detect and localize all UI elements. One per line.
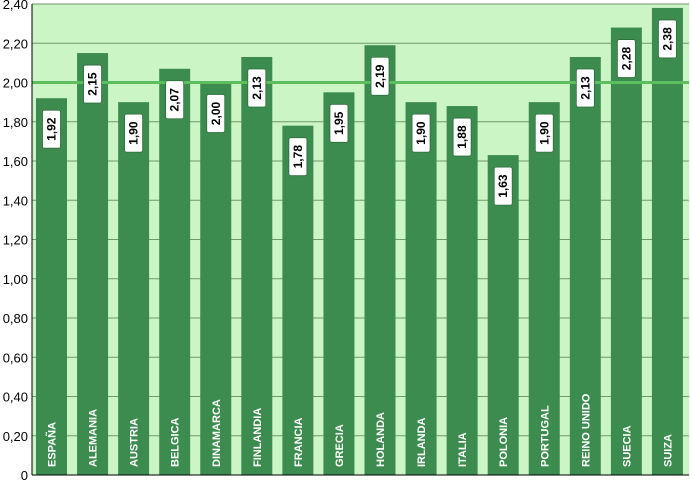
value-label: 2,28 — [619, 47, 633, 71]
bars: ESPAÑA ALEMANIA AUSTRIA BELGICA DINAMARCA FIN… — [36, 7, 683, 476]
bar — [651, 7, 683, 476]
bar — [528, 102, 560, 475]
value-label: 1,90 — [127, 121, 141, 145]
category-label: SUECIA — [621, 425, 633, 467]
y-tick-label: 2,00 — [3, 76, 28, 91]
value-labels: 1,92 2,15 1,90 2,07 2,00 2,13 1,78 1,95 2,19 1,90… — [42, 19, 677, 206]
category-label: AUSTRIA — [129, 418, 141, 467]
bar — [159, 68, 191, 475]
bar — [118, 102, 150, 475]
value-label: 1,78 — [291, 145, 305, 169]
value-label-box — [370, 56, 390, 96]
value-label: 1,95 — [332, 111, 346, 135]
value-label-box — [247, 68, 267, 108]
y-tick-label: 1,00 — [3, 272, 28, 287]
y-tick-label: 2,20 — [3, 36, 28, 51]
y-tick-label: 0,60 — [3, 350, 28, 365]
category-label: SUIZA — [662, 434, 674, 467]
bar — [241, 56, 273, 476]
bar — [446, 106, 478, 476]
value-label-box — [329, 103, 349, 143]
value-label-box — [288, 137, 308, 177]
bar — [405, 102, 437, 475]
bar — [610, 27, 642, 476]
category-label: DINAMARCA — [211, 399, 223, 467]
category-label: FRANCIA — [293, 417, 305, 467]
category-label: ALEMANIA — [88, 409, 100, 467]
y-tick-label: 1,60 — [3, 154, 28, 169]
y-tick-label: 1,20 — [3, 233, 28, 248]
category-label: HOLANDA — [375, 412, 387, 467]
value-label-box — [206, 94, 226, 133]
bar — [487, 155, 519, 476]
value-label: 2,13 — [578, 76, 592, 100]
y-tick-label: 1,40 — [3, 193, 28, 208]
bar — [77, 53, 109, 475]
category-label: IRLANDA — [416, 417, 428, 467]
value-label: 1,90 — [414, 121, 428, 145]
y-axis-ticks: 0 0,20 0,40 0,60 0,80 1,00 1,20 1,40 1,60 1,80 2,0… — [3, 0, 28, 482]
y-tick-label: 0,20 — [3, 429, 28, 444]
value-label: 1,63 — [496, 174, 510, 198]
category-label: GRECIA — [334, 424, 346, 467]
value-label-box — [658, 19, 677, 59]
value-label: 1,92 — [45, 117, 59, 141]
category-label: FINLANDIA — [252, 408, 264, 467]
y-tick-label: 0 — [21, 468, 28, 482]
value-label: 1,90 — [537, 121, 551, 145]
y-tick-label: 1,80 — [3, 115, 28, 130]
category-label: ESPAÑA — [46, 422, 59, 467]
value-label-box — [493, 166, 513, 206]
value-label-box — [411, 113, 431, 153]
value-label: 1,88 — [455, 125, 469, 149]
value-label: 2,07 — [168, 88, 182, 112]
value-label: 2,00 — [209, 101, 223, 125]
category-label: BELGICA — [170, 417, 182, 467]
value-label: 2,15 — [86, 72, 100, 96]
y-tick-label: 2,40 — [3, 0, 28, 12]
bar — [282, 125, 314, 476]
category-label: ITALIA — [457, 432, 469, 467]
bar — [364, 45, 396, 476]
value-label: 2,19 — [373, 64, 387, 88]
bar — [36, 98, 67, 475]
bar — [200, 82, 232, 475]
y-tick-label: 0,40 — [3, 390, 28, 405]
bar — [569, 56, 601, 476]
y-tick-label: 0,80 — [3, 311, 28, 326]
category-label: REINO UNIDO — [580, 393, 592, 467]
value-label-box — [616, 39, 636, 78]
value-label-box — [124, 113, 144, 153]
category-label: POLONIA — [498, 417, 510, 467]
value-label: 2,38 — [660, 27, 674, 51]
value-label-box — [452, 117, 472, 157]
bar — [323, 92, 355, 475]
value-label: 2,13 — [250, 76, 264, 100]
category-label: PORTUGAL — [539, 405, 551, 467]
value-label-box — [575, 68, 595, 108]
value-label-box — [83, 64, 102, 104]
value-label-box — [534, 113, 554, 153]
value-label-box — [42, 109, 61, 149]
value-label-box — [165, 80, 185, 120]
